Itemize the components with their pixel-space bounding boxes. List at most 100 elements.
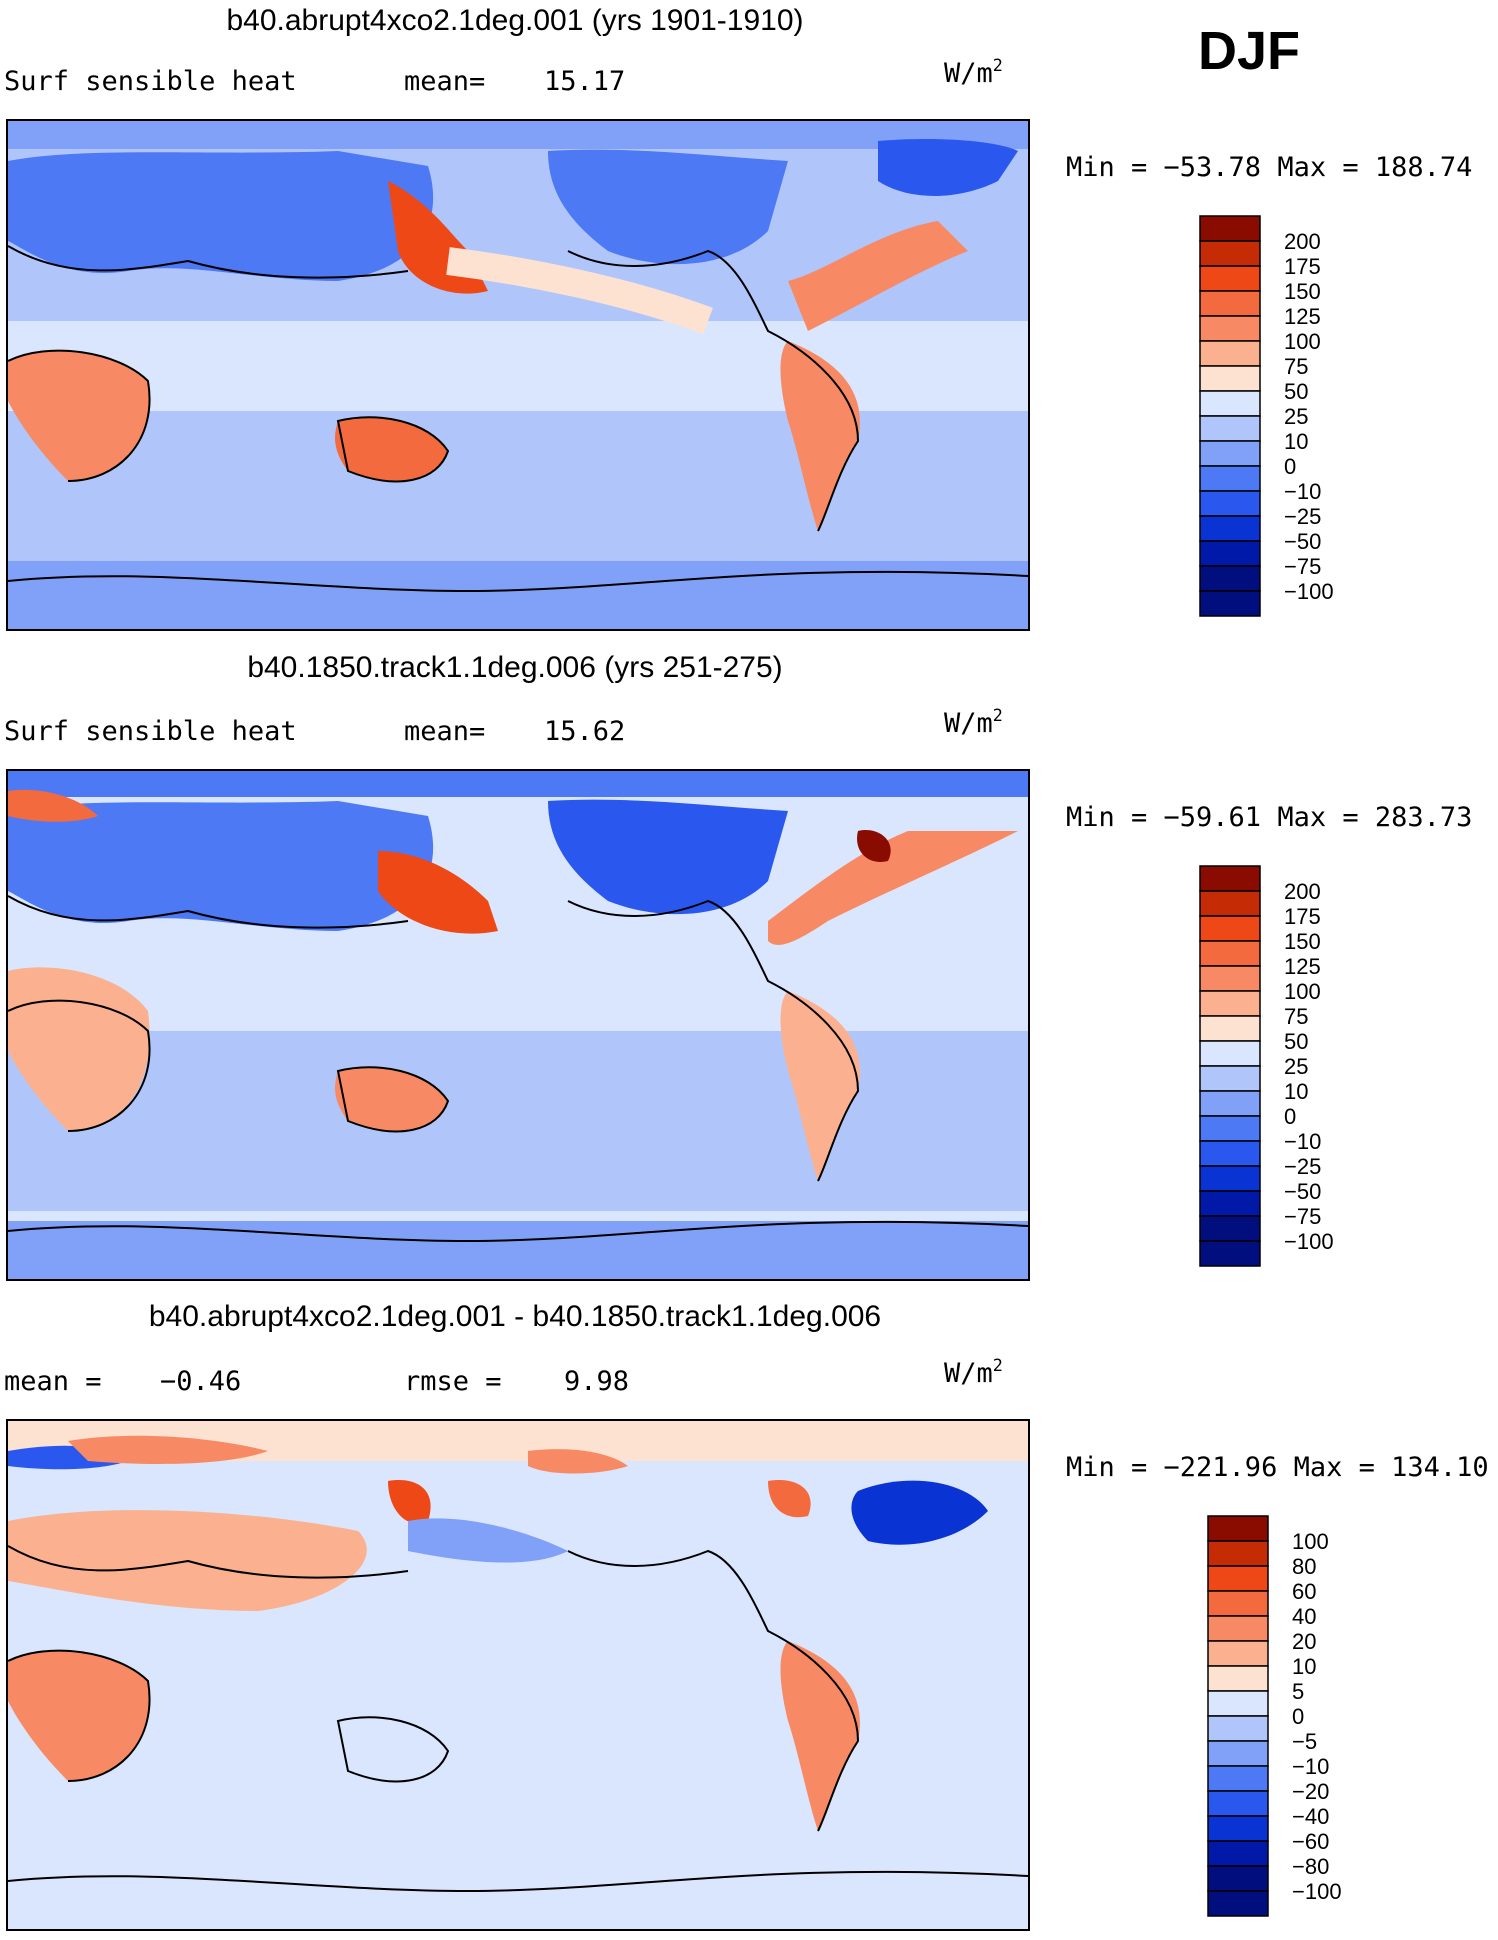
panel-3-colorbar-box — [1207, 1665, 1269, 1692]
panel-3-colorbar-label: 60 — [1292, 1579, 1316, 1604]
panel-1-colorbar-box — [1199, 415, 1261, 442]
panel-2-map — [6, 769, 1030, 1281]
panel-2-colorbar-label: −75 — [1284, 1204, 1321, 1229]
panel-3-kara-warm — [68, 1435, 268, 1464]
panel-3-colorbar-box — [1207, 1640, 1269, 1667]
panel-1-colorbar-box — [1199, 240, 1261, 267]
panel-3-colorbar-box — [1207, 1865, 1269, 1892]
panel-2-australia-warm — [335, 1067, 448, 1132]
season-label: DJF — [1198, 21, 1301, 81]
panel-2-colorbar-box — [1199, 1015, 1261, 1042]
panel-2-colorbar-label: −100 — [1284, 1229, 1334, 1254]
panel-3-labrador-cold — [851, 1480, 988, 1545]
panel-3-map — [6, 1419, 1030, 1931]
panel-3-colorbar-label: −5 — [1292, 1729, 1317, 1754]
panel-3-mean-label: mean = — [4, 1366, 102, 1397]
panel-1-map — [6, 119, 1030, 631]
panel-2-mean-label: mean= — [404, 716, 486, 747]
panel-2-colorbar-label: 50 — [1284, 1029, 1308, 1054]
panel-3-coastlines — [8, 1545, 860, 1832]
panel-2-colorbar-label: 75 — [1284, 1004, 1308, 1029]
panel-3-okhotsk-warm — [388, 1480, 431, 1524]
panel-2-africa-warm — [8, 967, 150, 1131]
panel-1-eurasia-cold — [8, 151, 434, 281]
panel-1-colorbar-label: −50 — [1284, 529, 1321, 554]
panel-1-colorbar-box — [1199, 265, 1261, 292]
panel-1-colorbar-box — [1199, 315, 1261, 342]
panel-1-coastlines — [8, 245, 860, 532]
panel-1-title: b40.abrupt4xco2.1deg.001 (yrs 1901-1910) — [226, 4, 804, 37]
panel-1-colorbar-label: 0 — [1284, 454, 1296, 479]
panel-3-npacific-cold — [408, 1518, 568, 1563]
panel-1-colorbar-label: −100 — [1284, 579, 1334, 604]
panel-1-colorbar-label: 200 — [1284, 229, 1321, 254]
panel-1-colorbar-box — [1199, 215, 1261, 242]
panel-1-colorbar-box — [1199, 540, 1261, 567]
panel-2-eurasia-cold — [8, 801, 434, 931]
panel-2-colorbar-box — [1199, 890, 1261, 917]
panel-3-colorbar-label: −20 — [1292, 1779, 1329, 1804]
panel-2-minmax: Min = −59.61 Max = 283.73 — [1066, 802, 1473, 833]
panel-2-colorbar-box — [1199, 1215, 1261, 1242]
panel-2-colorbar-label: 200 — [1284, 879, 1321, 904]
panel-2-south-ocean — [8, 1031, 1028, 1211]
panel-2-colorbar-label: 25 — [1284, 1054, 1308, 1079]
panel-3-colorbar: 100 80 60 40 20 10 5 0 −5 −10 −20 −40 −60 −80 −100 — [1207, 1515, 1438, 1926]
panel-3-colorbar-box — [1207, 1740, 1269, 1767]
panel-1-antarctic-coast — [8, 570, 1028, 593]
panel-1-colorbar-box — [1199, 340, 1261, 367]
panel-1-colorbar-box — [1199, 290, 1261, 317]
panel-3-title: b40.abrupt4xco2.1deg.001 - b40.1850.trac… — [148, 1300, 882, 1333]
panel-1-arctic-band — [8, 121, 1028, 149]
panel-2-colorbar-box — [1199, 1165, 1261, 1192]
panel-3-colorbar-label: 10 — [1292, 1654, 1316, 1679]
panel-1-colorbar-box — [1199, 390, 1261, 417]
panel-2-units: W/m2 — [944, 705, 1003, 739]
panel-1-variable-label: Surf sensible heat — [4, 66, 297, 97]
panel-3-mean-value: −0.46 — [160, 1366, 242, 1397]
panel-3-colorbar-label: 20 — [1292, 1629, 1316, 1654]
panel-1-colorbar-label: −10 — [1284, 479, 1321, 504]
panel-2-antarctic-band — [8, 1221, 1028, 1279]
panel-3-rmse-value: 9.98 — [564, 1366, 630, 1397]
panel-2-colorbar-label: −50 — [1284, 1179, 1321, 1204]
panel-3-colorbar-box — [1207, 1615, 1269, 1642]
panel-1-tropical-band — [8, 321, 1028, 411]
panel-1-colorbar-label: 50 — [1284, 379, 1308, 404]
panel-1-units: W/m2 — [944, 55, 1003, 89]
panel-3-hudson-warm — [768, 1480, 811, 1518]
panel-1-colorbar-box — [1199, 590, 1261, 617]
panel-2-mean-value: 15.62 — [544, 716, 626, 747]
panel-1-colorbar-label: 10 — [1284, 429, 1308, 454]
panel-1-colorbar-label: 150 — [1284, 279, 1321, 304]
panel-3-colorbar-box — [1207, 1590, 1269, 1617]
panel-2-coastlines — [8, 895, 860, 1182]
panel-1-minmax: Min = −53.78 Max = 188.74 — [1066, 152, 1473, 183]
panel-3-colorbar-label: −60 — [1292, 1829, 1329, 1854]
panel-1-npacific-warm — [446, 247, 713, 335]
panel-3-colorbar-box — [1207, 1715, 1269, 1742]
panel-2-colorbar-box — [1199, 940, 1261, 967]
panel-2-colorbar-label: 150 — [1284, 929, 1321, 954]
panel-1-colorbar-label: 75 — [1284, 354, 1308, 379]
panel-3-colorbar-label: −80 — [1292, 1854, 1329, 1879]
panel-2-colorbar-label: 0 — [1284, 1104, 1296, 1129]
panel-2-colorbar-box — [1199, 965, 1261, 992]
panel-3-colorbar-box — [1207, 1790, 1269, 1817]
panel-2-colorbar-box — [1199, 1065, 1261, 1092]
panel-2-gulfstream-warm — [768, 831, 1018, 945]
panel-3-colorbar-box — [1207, 1765, 1269, 1792]
panel-3-colorbar-box — [1207, 1840, 1269, 1867]
panel-1-greenland-cold — [878, 139, 1018, 196]
panel-1-colorbar-box — [1199, 465, 1261, 492]
panel-2-colorbar-box — [1199, 1040, 1261, 1067]
panel-2-colorbar-box — [1199, 1190, 1261, 1217]
panel-2-antarctic-coast — [8, 1220, 1028, 1243]
panel-3-africa-warm — [8, 1650, 150, 1781]
panel-3-colorbar-box — [1207, 1890, 1269, 1917]
panel-3-colorbar-label: 80 — [1292, 1554, 1316, 1579]
panel-2-norway-warm — [8, 789, 98, 822]
